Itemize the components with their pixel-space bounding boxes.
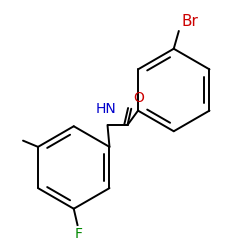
Text: O: O: [134, 91, 144, 105]
Text: HN: HN: [96, 102, 116, 116]
Text: F: F: [75, 227, 83, 241]
Text: Br: Br: [181, 14, 198, 29]
